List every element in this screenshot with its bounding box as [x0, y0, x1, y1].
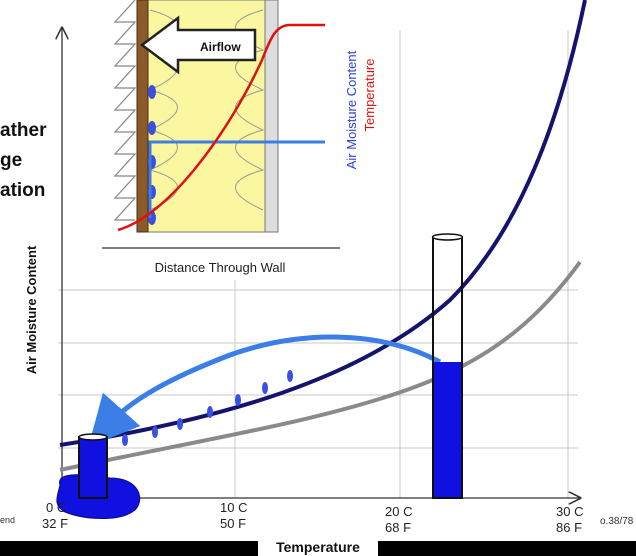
x-tick-celsius: 30 C	[556, 504, 583, 519]
tall-cylinder	[433, 234, 463, 498]
title-line: ge	[0, 150, 22, 171]
x-axis-label: Temperature	[276, 539, 360, 555]
x-tick-fahrenheit: 86 F	[556, 520, 582, 535]
x-tick-celsius: 20 C	[385, 504, 412, 519]
droplets	[122, 370, 293, 446]
footer-left: end	[0, 515, 15, 525]
title-line: ation	[0, 180, 45, 201]
slide: ather ge ation Air Moist	[0, 0, 636, 556]
x-tick-fahrenheit: 32 F	[42, 516, 68, 531]
small-cylinder	[79, 434, 107, 498]
x-tick-fahrenheit: 50 F	[220, 516, 246, 531]
title: ather ge ation	[0, 120, 47, 201]
x-tick-celsius: 10 C	[220, 500, 247, 515]
airflow-label: Airflow	[200, 40, 241, 54]
inset: Airflow Air Moisture Content Temperature…	[100, 0, 378, 280]
x-tick-fahrenheit: 68 F	[385, 520, 411, 535]
inset-moisture-label: Air Moisture Content	[344, 50, 359, 169]
page-number: o.38/78	[600, 516, 634, 527]
condensation-arrow	[105, 337, 440, 428]
title-line: ather	[0, 120, 47, 141]
inset-temperature-label: Temperature	[362, 59, 377, 132]
y-axis-label: Air Moisture Content	[24, 245, 39, 374]
inset-x-label: Distance Through Wall	[155, 260, 286, 275]
grey-curve	[60, 262, 580, 470]
x-tick-celsius: 0 C	[46, 500, 66, 515]
